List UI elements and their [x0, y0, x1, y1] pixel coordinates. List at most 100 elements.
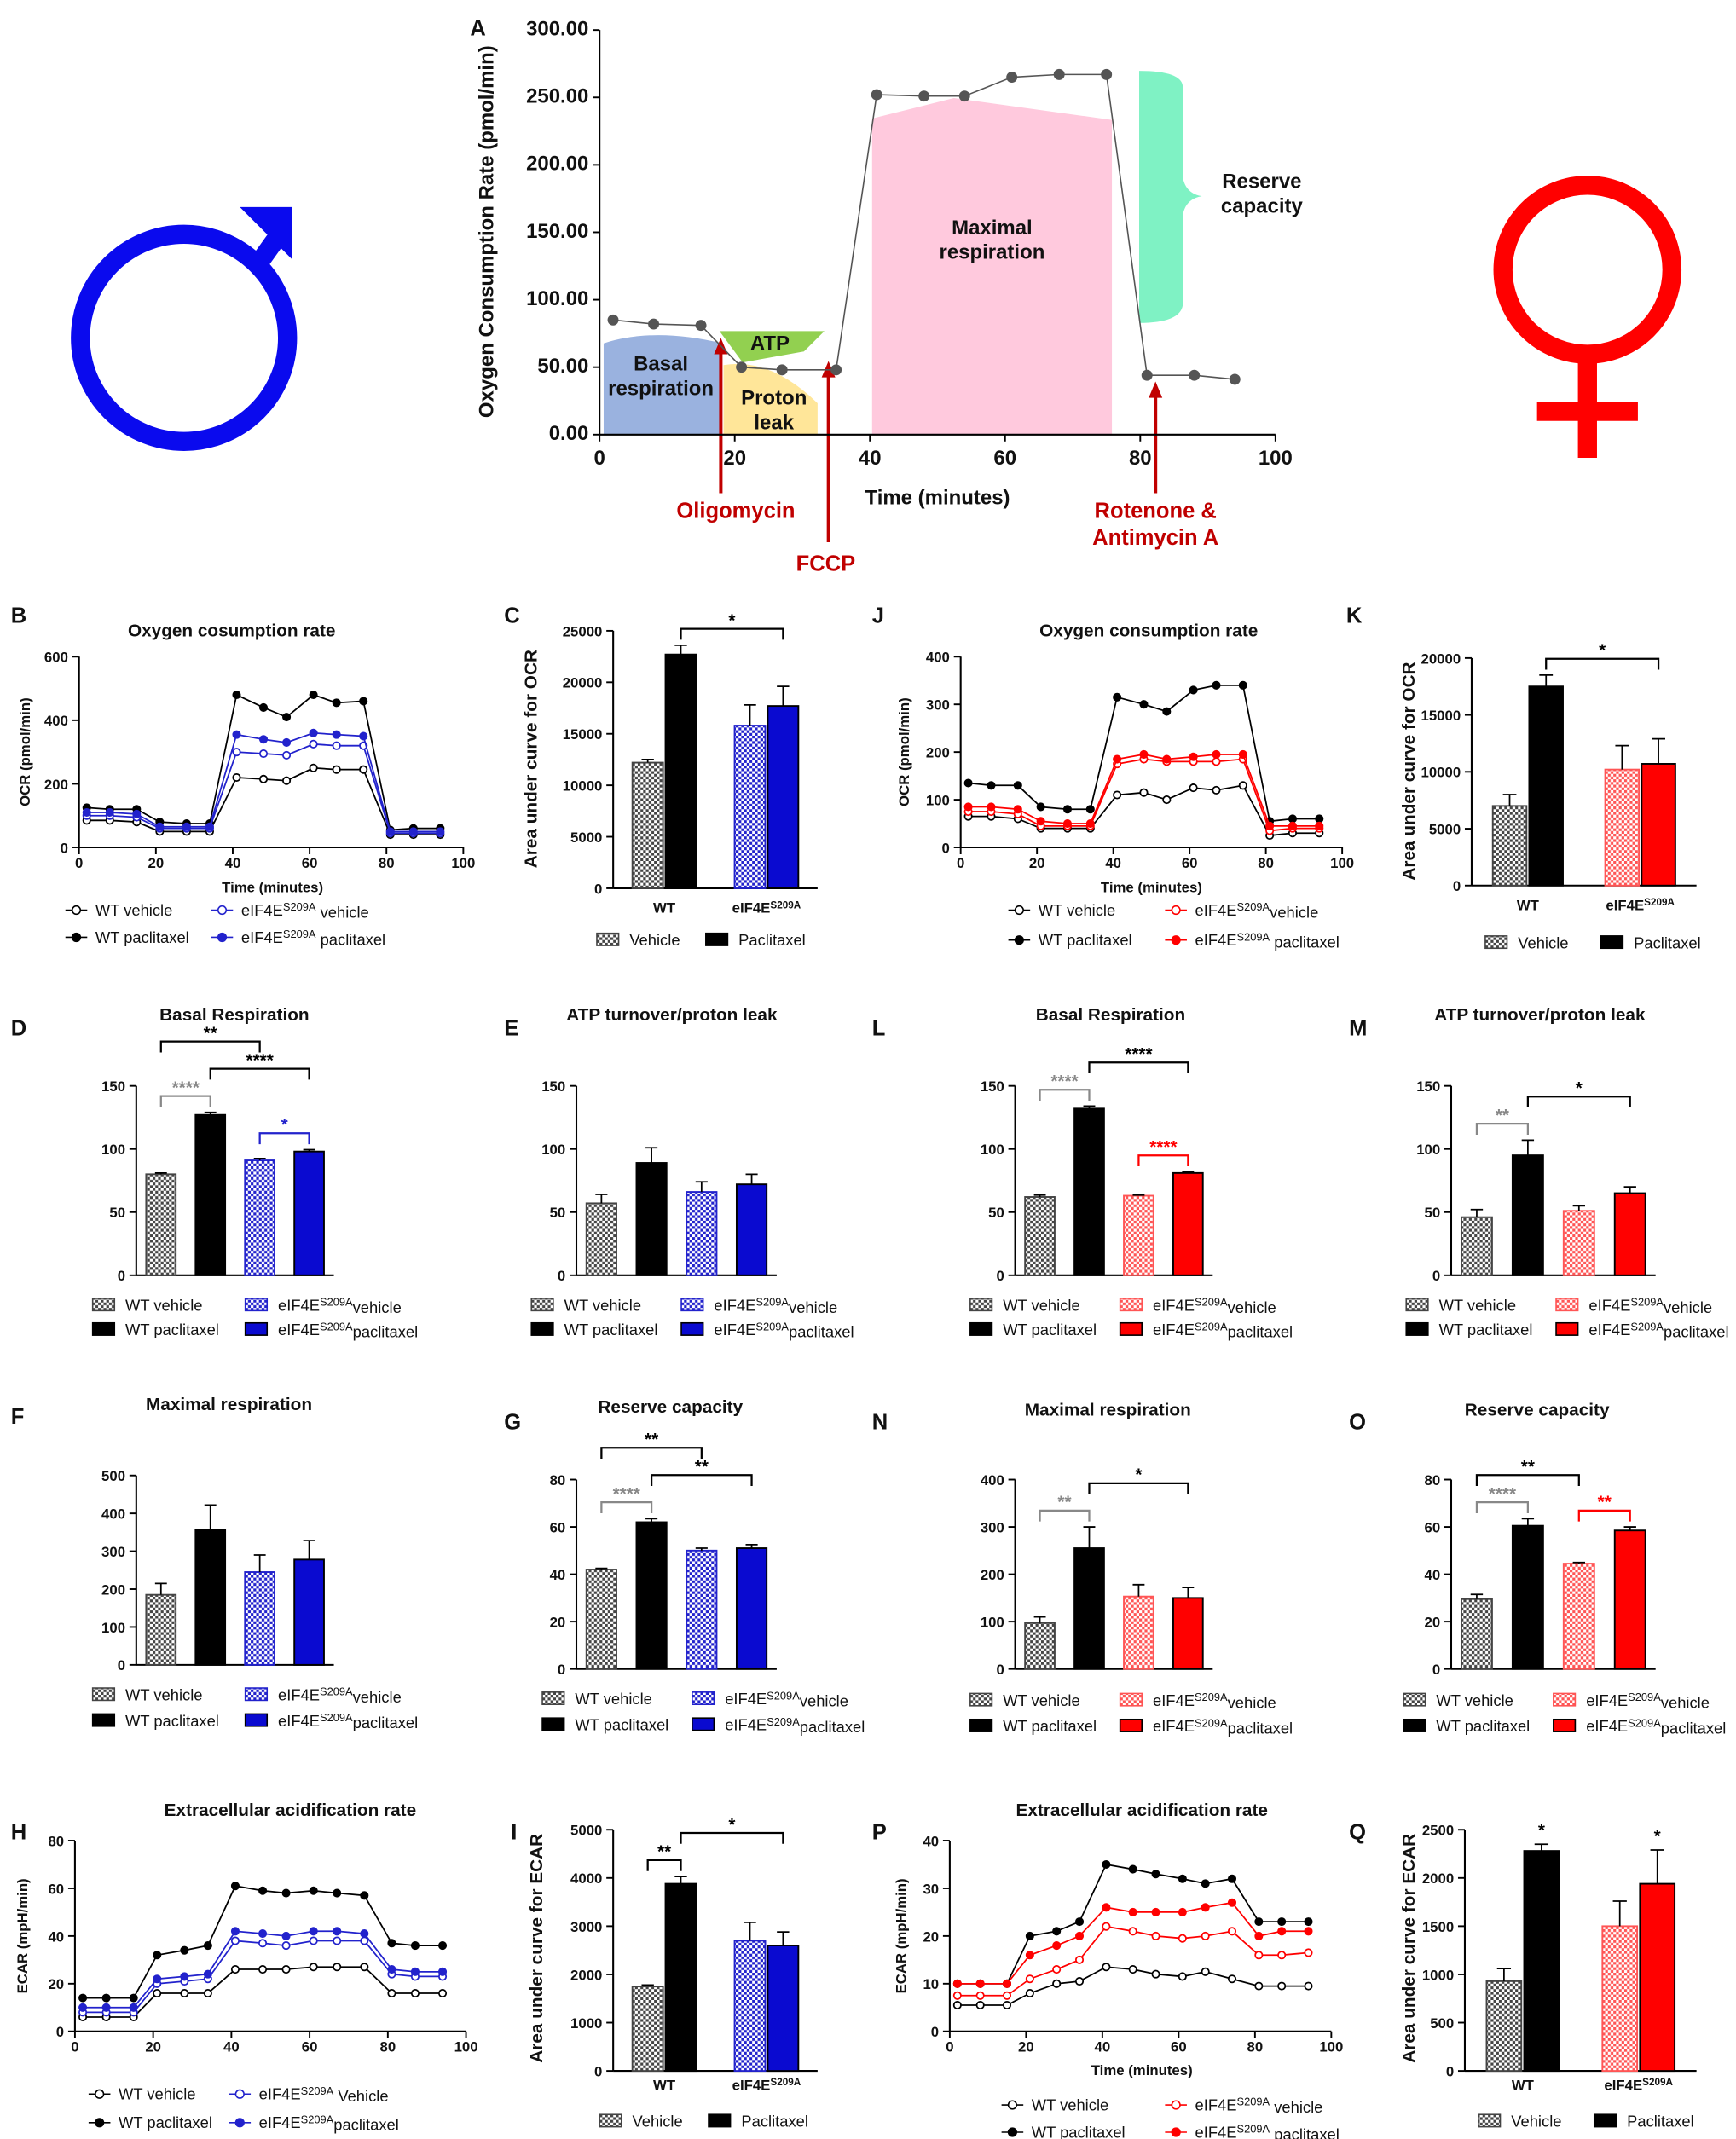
point	[1265, 821, 1275, 830]
legend-label-part: vehicle	[1661, 1693, 1710, 1711]
y-tick-label: 400	[926, 650, 950, 666]
y-tick-label: 1000	[570, 2015, 602, 2032]
category-label: WT	[1517, 898, 1540, 914]
significance-label: ****	[1050, 1072, 1079, 1091]
significance-bracket	[1039, 1509, 1091, 1522]
bar	[1562, 1563, 1595, 1670]
legend-label-part: S209A	[320, 1711, 353, 1724]
significance-bracket	[680, 1831, 784, 1844]
point	[232, 730, 241, 739]
error-bar	[1132, 1583, 1145, 1597]
chart-title: Basal Respiration	[1036, 1005, 1185, 1025]
point	[387, 1939, 396, 1948]
legend-label: eIF4ES209Apaclitaxel	[278, 1711, 418, 1731]
bar	[1641, 763, 1676, 887]
legend-label: Vehicle	[629, 931, 680, 949]
significance-label: **	[1598, 1493, 1612, 1512]
legend-label-part: paclitaxel	[1270, 2125, 1340, 2139]
x-tick-label: 20	[1029, 855, 1045, 871]
y-tick-label: 200	[926, 745, 950, 761]
legend-swatch	[541, 1691, 565, 1706]
y-tick-label: 0	[1453, 878, 1461, 894]
point	[230, 1936, 240, 1945]
legend-label-part: vehicle	[789, 1298, 837, 1316]
y-tick-label: 200	[981, 1567, 1004, 1583]
treatment-label: Oligomycin	[676, 499, 795, 523]
error-bar	[204, 1504, 217, 1530]
x-tick-label: 60	[993, 447, 1016, 470]
significance-bracket	[1039, 1089, 1091, 1101]
legend-marker	[1171, 2100, 1181, 2110]
bar	[585, 1569, 617, 1670]
region-label: Maximal	[952, 217, 1033, 240]
point	[1062, 819, 1072, 829]
point	[1254, 1931, 1264, 1940]
legend-label-part: eIF4E	[1153, 1717, 1195, 1735]
y-tick-label: 100	[101, 1142, 125, 1158]
bar	[145, 1593, 177, 1666]
bar	[1511, 1524, 1544, 1670]
point	[1277, 1951, 1287, 1960]
significance-bracket	[258, 1132, 310, 1145]
legend-label: WT vehicle	[1039, 901, 1115, 919]
point	[309, 739, 318, 749]
point	[830, 364, 842, 376]
legend-label: Vehicle	[1518, 934, 1568, 951]
bar	[1123, 1194, 1154, 1276]
y-tick-label: 5000	[570, 1823, 602, 1839]
x-axis-label: Time (minutes)	[865, 486, 1010, 509]
point	[410, 1941, 420, 1951]
significance-label: **	[1521, 1457, 1536, 1477]
point	[1062, 805, 1072, 814]
bar	[293, 1150, 325, 1276]
category-label: WT	[653, 2077, 676, 2093]
legend-marker	[1171, 935, 1181, 945]
point	[78, 1993, 88, 2003]
legend-label: eIF4ES209Apaclitaxel	[259, 2113, 399, 2133]
y-tick-label: 3000	[570, 1919, 602, 1935]
panel-letter: B	[11, 604, 26, 627]
legend-label: WT paclitaxel	[1439, 1321, 1533, 1338]
significance-bracket	[1475, 1474, 1580, 1486]
legend-label-part: S209A	[320, 1296, 353, 1309]
error-bar	[1572, 1561, 1585, 1564]
bar	[1639, 1882, 1676, 2073]
point	[1052, 1965, 1062, 1974]
legend-label-part: S209A	[1630, 1320, 1664, 1333]
point	[258, 1886, 268, 1895]
error-bar	[1132, 1194, 1145, 1196]
legend-swatch	[680, 1321, 704, 1336]
legend-label-part: S209A	[1195, 1296, 1228, 1309]
y-tick-label: 20	[550, 1615, 566, 1631]
legend-marker	[1007, 2100, 1017, 2110]
y-tick-label: 500	[101, 1468, 125, 1484]
error-bar	[695, 1547, 708, 1551]
x-tick-label: 60	[302, 2039, 318, 2055]
category-label: WT	[653, 900, 676, 916]
significance-bracket	[646, 1859, 682, 1871]
legend-label-part: S209A	[283, 928, 316, 940]
point	[1139, 788, 1149, 797]
y-tick-label: 50.00	[537, 355, 588, 378]
chart-title: Reserve capacity	[1465, 1400, 1610, 1419]
panel: L Basal Respiration 0 50 100 150 **** **** ****	[872, 1005, 1213, 1336]
bar	[1491, 805, 1528, 887]
legend-label-part: eIF4E	[1588, 1321, 1630, 1338]
y-axis-label: Area under curve for ECAR	[527, 1834, 547, 2063]
error-bar	[641, 1984, 654, 1987]
significance-label: ****	[1149, 1137, 1178, 1157]
legend-label: WT paclitaxel	[1003, 1321, 1097, 1338]
point	[1178, 1907, 1187, 1916]
legend-label: eIF4ES209Apaclitaxel	[725, 1715, 865, 1736]
legend-marker	[234, 2089, 245, 2099]
legend-label: Paclitaxel	[1634, 934, 1701, 951]
y-tick-label: 300	[926, 697, 950, 714]
chart-title: ATP turnover/proton leak	[1434, 1005, 1646, 1025]
legend-label: Vehicle	[633, 2113, 683, 2130]
legend-label: WT paclitaxel	[1032, 2123, 1126, 2139]
legend-label: WT paclitaxel	[1436, 1717, 1530, 1735]
legend-label-part: paclitaxel	[1661, 1720, 1727, 1737]
legend-label: eIF4ES209Avehicle	[714, 1296, 837, 1316]
legend-label-part: vehicle	[1664, 1298, 1712, 1316]
error-bar	[1615, 744, 1629, 770]
